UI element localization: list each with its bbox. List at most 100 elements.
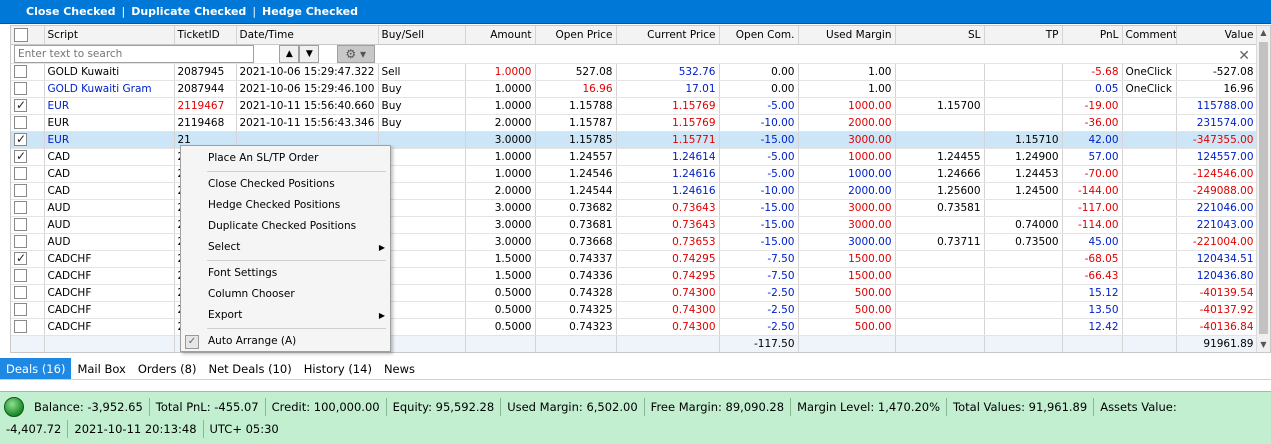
column-header-value[interactable]: Value — [1176, 26, 1258, 45]
menu-select[interactable]: Select ▶ — [181, 237, 390, 258]
column-header-used-margin[interactable]: Used Margin — [798, 26, 896, 45]
scrollbar-thumb[interactable] — [1259, 42, 1268, 334]
cell-datetime: 2021-10-06 15:29:47.322 — [236, 63, 379, 81]
menu-font-settings[interactable]: Font Settings — [208, 267, 278, 279]
gear-icon[interactable]: ⚙ ▾ — [336, 44, 375, 62]
tab-mail-box[interactable]: Mail Box — [77, 362, 126, 376]
row-checkbox[interactable] — [11, 148, 45, 166]
checkbox-icon[interactable] — [14, 97, 27, 113]
scroll-down-icon[interactable]: ▼ — [1260, 340, 1267, 349]
checkbox-icon[interactable] — [14, 184, 27, 197]
close-icon[interactable]: ✕ — [1238, 48, 1250, 64]
column-header-sl[interactable]: SL — [895, 26, 985, 45]
menu-auto-arrange[interactable]: ✓ Auto Arrange (A) — [181, 331, 390, 352]
row-checkbox[interactable] — [11, 267, 45, 285]
checkbox-icon[interactable] — [14, 65, 27, 78]
table-row[interactable]: EUR 2119468 2021-10-11 15:56:43.346 Buy 2.00… — [11, 114, 1258, 132]
checkbox-icon[interactable] — [14, 131, 27, 147]
row-checkbox[interactable] — [11, 284, 45, 302]
menu-hedge-checked-positions[interactable]: Hedge Checked Positions — [208, 199, 341, 211]
column-header-pnl[interactable]: PnL — [1062, 26, 1123, 45]
row-checkbox[interactable] — [11, 165, 45, 183]
checkbox-icon[interactable] — [14, 235, 27, 248]
checkbox-icon[interactable] — [14, 82, 27, 95]
cell-comment — [1122, 216, 1177, 234]
cell-value: 221046.00 — [1176, 199, 1258, 217]
cell-comment — [1122, 182, 1177, 200]
cell-side — [378, 250, 466, 268]
menu-close-checked-positions[interactable]: Close Checked Positions — [208, 178, 335, 190]
column-header-buysell[interactable]: Buy/Sell — [378, 26, 466, 45]
column-header-datetime[interactable]: Date/Time — [236, 26, 379, 45]
cell-tp: 0.74000 — [984, 216, 1063, 234]
status-margin-level: Margin Level: 1,470.20% — [791, 398, 948, 416]
column-header-current-price[interactable]: Current Price — [616, 26, 720, 45]
submenu-arrow-icon: ▶ — [378, 243, 385, 252]
cell-script: CADCHF — [44, 250, 175, 268]
checkbox-icon[interactable] — [14, 286, 27, 299]
column-header-open-com[interactable]: Open Com. — [719, 26, 799, 45]
row-checkbox[interactable] — [11, 318, 45, 336]
vertical-scrollbar[interactable]: ▲ ▼ — [1256, 26, 1270, 352]
hedge-checked-button[interactable]: Hedge Checked — [262, 5, 358, 18]
menu-duplicate-checked-positions[interactable]: Duplicate Checked Positions — [208, 220, 357, 232]
column-header-comment[interactable]: Comment — [1122, 26, 1177, 45]
tab-net-deals[interactable]: Net Deals (10) — [208, 362, 292, 376]
row-checkbox[interactable] — [11, 301, 45, 319]
sort-up-button[interactable]: ▲ — [279, 44, 300, 62]
menu-column-chooser[interactable]: Column Chooser — [208, 288, 295, 300]
search-input[interactable] — [14, 44, 254, 62]
row-checkbox[interactable] — [11, 80, 45, 98]
checkbox-icon[interactable] — [14, 201, 27, 214]
table-row[interactable]: AUD213.00000.736680.73653-15.003000.000.… — [11, 233, 1258, 251]
cell-amount: 0.5000 — [465, 301, 536, 319]
scroll-up-icon[interactable]: ▲ — [1260, 28, 1267, 37]
cell-current-price: 1.15769 — [616, 114, 720, 132]
close-checked-button[interactable]: Close Checked — [26, 5, 116, 18]
checkbox-icon[interactable] — [14, 218, 27, 231]
row-checkbox[interactable] — [11, 216, 45, 234]
row-checkbox[interactable] — [11, 182, 45, 200]
tab-deals[interactable]: Deals (16) — [0, 358, 72, 379]
row-checkbox[interactable] — [11, 233, 45, 251]
table-row[interactable]: GOLD Kuwaiti 2087945 2021-10-06 15:29:47.3… — [11, 63, 1258, 81]
cell-tp — [984, 80, 1063, 98]
checkbox-icon[interactable] — [14, 320, 27, 333]
select-all-checkbox[interactable] — [11, 26, 45, 45]
row-checkbox[interactable] — [11, 63, 45, 81]
cell-value: 231574.00 — [1176, 114, 1258, 132]
row-checkbox[interactable] — [11, 250, 45, 268]
cell-tp — [984, 301, 1063, 319]
menu-export[interactable]: Export ▶ — [181, 305, 390, 326]
duplicate-checked-button[interactable]: Duplicate Checked — [131, 5, 247, 18]
cell-sl — [895, 131, 985, 149]
row-checkbox[interactable] — [11, 131, 45, 149]
checkbox-icon[interactable] — [14, 269, 27, 282]
cell-amount: 3.0000 — [465, 216, 536, 234]
column-header-script[interactable]: Script — [44, 26, 175, 45]
tab-news[interactable]: News — [383, 362, 416, 376]
column-header-open-price[interactable]: Open Price — [535, 26, 617, 45]
totals-cell — [535, 334, 617, 352]
table-row[interactable]: CADCHF211.50000.743370.74295-7.501500.00… — [11, 250, 1258, 268]
tab-history[interactable]: History (14) — [303, 362, 372, 376]
menu-place-sltp-order[interactable]: Place An SL/TP Order — [208, 152, 319, 164]
cell-open-com: -15.00 — [719, 233, 799, 251]
column-header-amount[interactable]: Amount — [465, 26, 536, 45]
row-checkbox[interactable] — [11, 97, 45, 115]
column-header-ticketid[interactable]: TicketID — [174, 26, 237, 45]
row-checkbox[interactable] — [11, 114, 45, 132]
column-header-tp[interactable]: TP — [984, 26, 1063, 45]
tab-orders[interactable]: Orders (8) — [137, 362, 197, 376]
deals-grid: Script TicketID Date/Time Buy/Sell Amoun… — [10, 25, 1271, 353]
sort-down-button[interactable]: ▼ — [299, 44, 320, 62]
checkbox-icon[interactable] — [14, 116, 27, 129]
table-row[interactable]: GOLD Kuwaiti Gram 2087944 2021-10-06 15:29… — [11, 80, 1258, 98]
row-checkbox[interactable] — [11, 199, 45, 217]
checkbox-icon[interactable] — [14, 148, 27, 164]
checkbox-icon[interactable] — [14, 167, 27, 180]
checkbox-icon[interactable] — [14, 303, 27, 316]
checkbox-icon[interactable] — [14, 250, 27, 266]
